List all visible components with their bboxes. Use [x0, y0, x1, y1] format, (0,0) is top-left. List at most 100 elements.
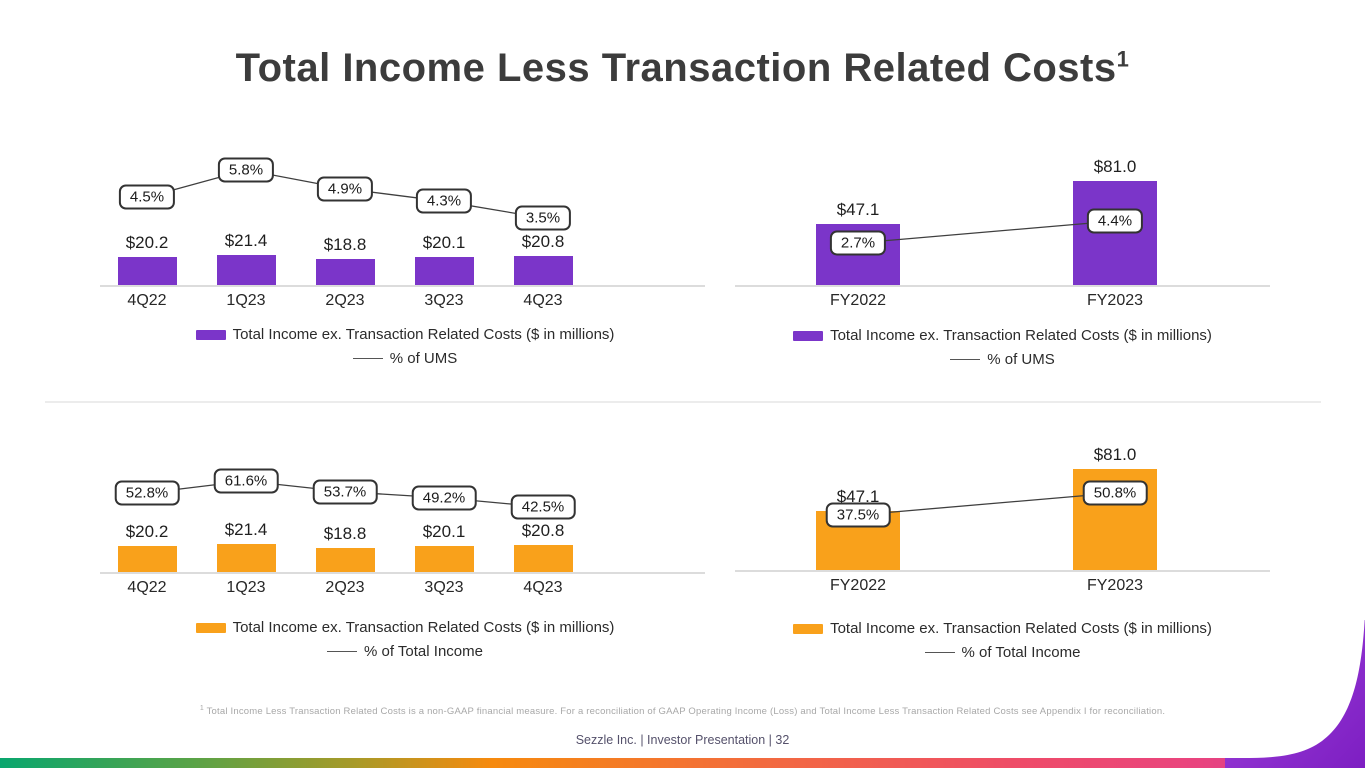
- bar: [414, 257, 474, 285]
- bar-value-label: $20.1: [422, 233, 466, 253]
- footnote-text: Total Income Less Transaction Related Co…: [203, 706, 1166, 718]
- bar-value-label: $20.1: [422, 521, 466, 541]
- page-title: Total Income Less Transaction Related Co…: [0, 46, 1365, 91]
- percent-badge: 2.7%: [829, 230, 887, 256]
- bar-series-label: Total Income ex. Transaction Related Cos…: [830, 620, 1212, 637]
- category-label: 2Q23: [325, 579, 365, 596]
- bar-value-label: $47.1: [836, 200, 880, 220]
- line-series-swatch: [950, 359, 981, 360]
- bar: [117, 545, 177, 572]
- percent-badge: 3.5%: [514, 205, 572, 231]
- section-divider: [45, 401, 1321, 403]
- legend-row-line-series: % of UMS: [352, 350, 458, 367]
- percent-badge: 4.4%: [1086, 208, 1144, 234]
- line-series-label: % of UMS: [389, 350, 458, 367]
- percent-badge: 4.3%: [415, 188, 473, 214]
- bar-series-swatch: [793, 623, 824, 634]
- category-label: 4Q22: [127, 579, 167, 596]
- chart-quarterly-orange: $20.2 4Q22 $21.4 1Q23 $18.8 2Q23 $20.1 3Q23 $20.…: [100, 432, 710, 684]
- line-series-swatch: [352, 358, 383, 359]
- percent-badge: 49.2%: [411, 485, 477, 511]
- line-series-label: % of Total Income: [364, 643, 483, 660]
- legend-row-bar-series: Total Income ex. Transaction Related Cos…: [793, 327, 1212, 344]
- category-label: FY2022: [829, 577, 887, 594]
- percent-badge: 4.9%: [316, 176, 374, 202]
- page-title-superscript: 1: [1116, 46, 1130, 72]
- bar-value-label: $21.4: [224, 520, 268, 540]
- trend-line: [857, 492, 1116, 516]
- bar-value-label: $20.2: [125, 521, 169, 541]
- bar-value-label: $81.0: [1093, 444, 1137, 464]
- legend-row-line-series: % of Total Income: [924, 644, 1081, 661]
- legend-row-bar-series: Total Income ex. Transaction Related Cos…: [195, 326, 615, 343]
- legend: Total Income ex. Transaction Related Cos…: [100, 326, 710, 367]
- bar-value-label: $20.2: [125, 233, 169, 253]
- bar-series-swatch: [793, 330, 824, 341]
- percent-badge: 52.8%: [114, 480, 180, 506]
- bar-value-label: $81.0: [1093, 156, 1137, 176]
- category-label: 1Q23: [226, 579, 266, 596]
- percent-badge: 61.6%: [213, 468, 279, 494]
- bar-value-label: $21.4: [224, 231, 268, 251]
- category-label: 3Q23: [424, 579, 464, 596]
- x-axis-line: [735, 570, 1270, 572]
- bar-value-label: $20.8: [521, 232, 565, 252]
- footnote: 1 Total Income Less Transaction Related …: [0, 705, 1365, 717]
- category-label: FY2023: [1086, 292, 1144, 309]
- bar-series-label: Total Income ex. Transaction Related Cos…: [232, 619, 615, 636]
- bar-value-label: $18.8: [323, 523, 367, 543]
- bar-value-label: $20.8: [521, 520, 565, 540]
- legend-row-line-series: % of UMS: [950, 351, 1055, 368]
- bar: [315, 547, 375, 572]
- chart-annual-orange: $47.1 FY2022 $81.0 FY2023 37.5% 50.8% Total In…: [735, 432, 1270, 684]
- slide-footer: Sezzle Inc. | Investor Presentation | 32: [575, 733, 790, 747]
- category-label: 2Q23: [325, 292, 365, 309]
- legend-row-bar-series: Total Income ex. Transaction Related Cos…: [195, 619, 615, 636]
- legend: Total Income ex. Transaction Related Cos…: [100, 619, 710, 660]
- category-label: 4Q23: [523, 579, 563, 596]
- percent-badge: 42.5%: [510, 494, 576, 520]
- bar: [216, 544, 276, 572]
- category-label: FY2023: [1086, 577, 1144, 594]
- line-series-swatch: [327, 651, 358, 652]
- category-label: 1Q23: [226, 292, 266, 309]
- percent-badge: 4.5%: [118, 184, 176, 210]
- bar-value-label: $47.1: [836, 487, 880, 507]
- category-label: 3Q23: [424, 292, 464, 309]
- category-label: 4Q23: [523, 292, 563, 309]
- bar: [513, 256, 573, 285]
- legend: Total Income ex. Transaction Related Cos…: [735, 620, 1270, 661]
- x-axis-line: [100, 572, 705, 574]
- percent-badge: 5.8%: [217, 157, 275, 183]
- category-label: FY2022: [829, 292, 887, 309]
- bar-value-label: $18.8: [323, 235, 367, 255]
- chart-annual-purple: $47.1 FY2022 $81.0 FY2023 2.7% 4.4% Total Inco…: [735, 140, 1270, 392]
- chart-quarterly-purple: $20.2 4Q22 $21.4 1Q23 $18.8 2Q23 $20.1 3Q23 $20.…: [100, 140, 710, 392]
- bar-series-swatch: [195, 622, 226, 633]
- line-series-swatch: [924, 652, 955, 653]
- bar-series-label: Total Income ex. Transaction Related Cos…: [232, 326, 615, 343]
- category-label: 4Q22: [127, 292, 167, 309]
- bar-series-swatch: [195, 329, 226, 340]
- legend: Total Income ex. Transaction Related Cos…: [735, 327, 1270, 368]
- corner-swoosh-graphic: [1225, 620, 1365, 768]
- line-series-label: % of UMS: [987, 351, 1055, 368]
- page-title-text: Total Income Less Transaction Related Co…: [235, 46, 1117, 90]
- bar: [216, 255, 276, 285]
- footnote-superscript: 1: [199, 705, 204, 712]
- legend-row-line-series: % of Total Income: [327, 643, 483, 660]
- bottom-gradient-bar: [0, 758, 1365, 768]
- bar: [117, 257, 177, 285]
- bar: [315, 259, 375, 285]
- x-axis-line: [100, 285, 705, 287]
- bar: [414, 545, 474, 572]
- line-series-label: % of Total Income: [961, 644, 1081, 661]
- bar: [513, 544, 573, 572]
- trend-line: [857, 220, 1116, 244]
- x-axis-line: [735, 285, 1270, 287]
- legend-row-bar-series: Total Income ex. Transaction Related Cos…: [793, 620, 1212, 637]
- percent-badge: 37.5%: [825, 502, 891, 528]
- percent-badge: 53.7%: [312, 479, 378, 505]
- percent-badge: 50.8%: [1082, 480, 1148, 506]
